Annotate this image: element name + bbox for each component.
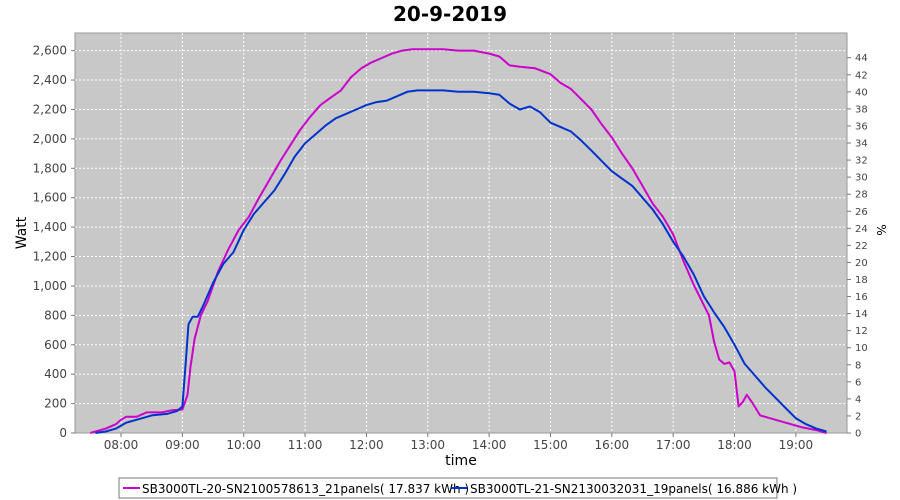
x-axis-ticks: 08:00 09:00 10:00 11:00 12:00 13:00 14:00 15:00… <box>104 433 813 452</box>
y2-tick-label: 10 <box>855 343 868 354</box>
y2-tick-label: 30 <box>855 173 868 184</box>
y2-tick-label: 16 <box>855 292 868 303</box>
y2-tick-label: 44 <box>855 53 868 64</box>
y2-tick-label: 28 <box>855 190 868 201</box>
legend: SB3000TL-20-SN2100578613_21panels( 17.83… <box>118 477 797 499</box>
chart-title: 20-9-2019 <box>393 2 507 26</box>
y2-tick-label: 22 <box>855 241 868 252</box>
y2-axis-label: % <box>874 224 888 235</box>
y-tick-label: 2,600 <box>33 44 67 58</box>
y2-tick-label: 34 <box>855 139 868 150</box>
y2-tick-label: 20 <box>855 258 868 269</box>
y-tick-label: 2,200 <box>33 102 67 116</box>
x-tick-label: 19:00 <box>779 438 814 452</box>
y2-tick-label: 12 <box>855 326 868 337</box>
y-axis-ticks: 0 200 400 600 800 1,000 1,200 1,400 1,600 1,800 2,… <box>33 44 75 440</box>
y2-tick-label: 6 <box>855 377 861 388</box>
legend-label-1: SB3000TL-20-SN2100578613_21panels( 17.83… <box>142 482 469 496</box>
x-tick-label: 09:00 <box>165 438 200 452</box>
y2-tick-label: 24 <box>855 224 868 235</box>
x-tick-label: 13:00 <box>410 438 445 452</box>
y-tick-label: 800 <box>44 308 67 322</box>
x-tick-label: 10:00 <box>226 438 261 452</box>
x-tick-label: 11:00 <box>288 438 323 452</box>
y-tick-label: 0 <box>59 426 67 440</box>
y2-tick-label: 42 <box>855 70 868 81</box>
x-tick-label: 17:00 <box>656 438 691 452</box>
series-line-1 <box>90 48 827 434</box>
x-tick-label: 12:00 <box>349 438 384 452</box>
series-line-2 <box>95 89 827 434</box>
y-tick-label: 2,000 <box>33 132 67 146</box>
series-lines <box>90 48 827 434</box>
y2-tick-label: 4 <box>855 394 861 405</box>
y2-tick-label: 18 <box>855 275 868 286</box>
y2-tick-label: 26 <box>855 207 868 218</box>
x-tick-label: 15:00 <box>533 438 568 452</box>
legend-label-2: SB3000TL-21-SN2130032031_19panels( 16.88… <box>470 482 797 496</box>
y-tick-label: 1,400 <box>33 220 67 234</box>
y-tick-label: 1,600 <box>33 191 67 205</box>
y-axis-label: Watt <box>14 216 30 249</box>
y2-tick-label: 8 <box>855 360 861 371</box>
y2-tick-label: 38 <box>855 104 868 115</box>
legend-box <box>118 477 778 499</box>
y-tick-label: 1,800 <box>33 161 67 175</box>
y2-tick-label: 40 <box>855 87 868 98</box>
y-tick-label: 200 <box>44 397 67 411</box>
y2-tick-label: 32 <box>855 156 868 167</box>
x-tick-label: 14:00 <box>472 438 507 452</box>
x-tick-label: 18:00 <box>717 438 752 452</box>
x-tick-label: 08:00 <box>104 438 139 452</box>
y2-tick-label: 14 <box>855 309 868 320</box>
x-tick-label: 16:00 <box>595 438 630 452</box>
y-tick-label: 400 <box>44 367 67 381</box>
y-tick-label: 600 <box>44 338 67 352</box>
x-axis-label: time <box>445 453 477 469</box>
y2-tick-label: 0 <box>855 429 861 440</box>
y-tick-label: 1,000 <box>33 279 67 293</box>
y-tick-label: 1,200 <box>33 250 67 264</box>
plot-area <box>74 32 848 434</box>
y-tick-label: 2,400 <box>33 73 67 87</box>
y2-tick-label: 2 <box>855 411 861 422</box>
grid-lines <box>75 33 847 433</box>
y2-axis-ticks: 0246810121416182022242628303234363840424… <box>847 53 868 440</box>
y2-tick-label: 36 <box>855 121 868 132</box>
